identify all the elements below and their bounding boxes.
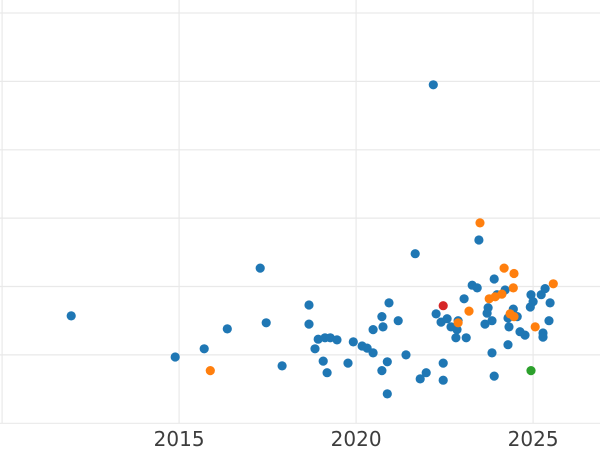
data-point[interactable]	[464, 306, 474, 316]
x-tick-label: 2025	[508, 427, 559, 450]
data-point[interactable]	[483, 303, 493, 313]
data-point[interactable]	[255, 263, 265, 273]
data-point[interactable]	[451, 333, 461, 343]
data-point[interactable]	[368, 348, 378, 358]
data-point[interactable]	[489, 371, 499, 381]
data-point[interactable]	[509, 268, 519, 279]
data-point[interactable]	[438, 301, 448, 311]
data-point[interactable]	[368, 325, 378, 335]
data-point[interactable]	[304, 300, 314, 310]
data-point[interactable]	[205, 366, 215, 376]
data-point[interactable]	[66, 311, 76, 321]
data-point[interactable]	[538, 332, 548, 342]
data-point[interactable]	[528, 297, 538, 307]
points-layer	[66, 80, 558, 399]
data-point[interactable]	[499, 263, 509, 273]
data-point[interactable]	[428, 80, 438, 90]
data-point[interactable]	[487, 348, 497, 358]
data-point[interactable]	[438, 358, 448, 368]
data-point[interactable]	[497, 289, 507, 299]
data-point[interactable]	[322, 368, 332, 378]
data-point[interactable]	[382, 357, 392, 367]
data-point[interactable]	[393, 316, 403, 326]
data-point[interactable]	[509, 312, 519, 322]
data-point[interactable]	[378, 322, 388, 332]
data-point[interactable]	[261, 318, 271, 328]
data-point[interactable]	[431, 309, 441, 319]
series-red	[438, 301, 448, 311]
data-point[interactable]	[377, 366, 387, 376]
data-point[interactable]	[382, 389, 392, 399]
data-point[interactable]	[508, 283, 518, 293]
data-point[interactable]	[452, 325, 462, 335]
data-point[interactable]	[544, 316, 554, 326]
data-point[interactable]	[343, 358, 353, 368]
x-tick-label: 2015	[154, 427, 205, 450]
data-point[interactable]	[199, 344, 209, 354]
data-point[interactable]	[459, 294, 469, 304]
data-point[interactable]	[348, 337, 358, 347]
data-point[interactable]	[530, 322, 540, 332]
data-point[interactable]	[526, 290, 536, 300]
data-point[interactable]	[332, 335, 342, 345]
data-point[interactable]	[222, 324, 232, 334]
data-point[interactable]	[540, 284, 550, 294]
data-point[interactable]	[304, 319, 314, 329]
data-point[interactable]	[474, 235, 484, 245]
data-point[interactable]	[318, 356, 328, 366]
data-point[interactable]	[489, 274, 499, 284]
data-point[interactable]	[277, 361, 287, 371]
series-green	[526, 366, 536, 376]
data-point[interactable]	[442, 314, 452, 324]
data-point[interactable]	[526, 366, 536, 376]
series-orange	[205, 218, 558, 376]
data-point[interactable]	[487, 316, 497, 326]
grid-layer	[0, 0, 600, 424]
data-point[interactable]	[545, 298, 555, 308]
data-point[interactable]	[475, 218, 485, 228]
x-tick-label: 2020	[331, 427, 382, 450]
x-axis-tick-labels: 2015 2020 2025	[154, 427, 559, 450]
data-point[interactable]	[310, 344, 320, 354]
data-point[interactable]	[410, 249, 420, 259]
data-point[interactable]	[401, 350, 411, 360]
data-point[interactable]	[421, 368, 431, 378]
series-blue	[66, 80, 555, 399]
data-point[interactable]	[415, 374, 425, 384]
data-point[interactable]	[453, 318, 463, 328]
data-point[interactable]	[461, 333, 471, 343]
data-point[interactable]	[377, 312, 387, 322]
data-point[interactable]	[520, 330, 530, 340]
data-point[interactable]	[384, 298, 394, 308]
data-point[interactable]	[472, 283, 482, 293]
data-point[interactable]	[438, 375, 448, 385]
data-point[interactable]	[548, 279, 558, 289]
data-point[interactable]	[480, 319, 490, 329]
data-point[interactable]	[503, 340, 513, 350]
data-point[interactable]	[504, 322, 514, 332]
data-point[interactable]	[170, 352, 180, 362]
